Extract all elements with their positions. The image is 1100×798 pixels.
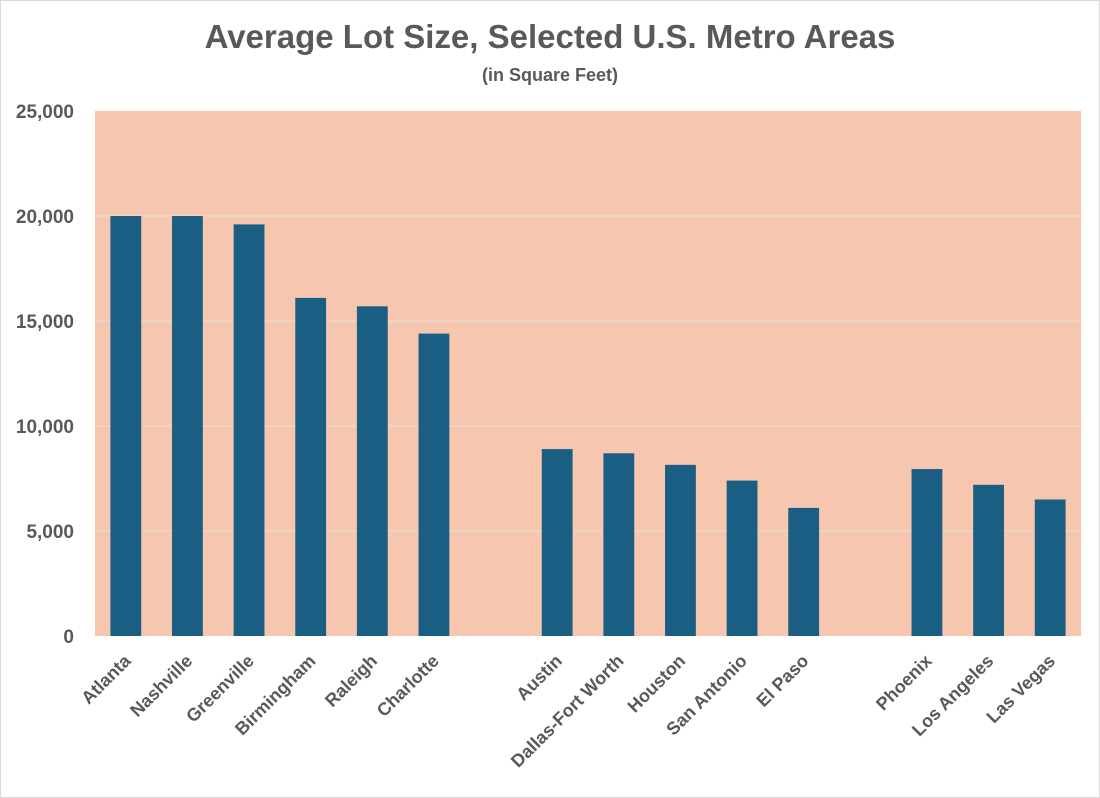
bar	[233, 224, 265, 636]
bar	[1034, 499, 1066, 636]
y-tick-label: 25,000	[16, 102, 74, 123]
chart-title: Average Lot Size, Selected U.S. Metro Ar…	[204, 18, 896, 55]
bar	[726, 480, 758, 636]
bar	[418, 333, 450, 636]
x-category-label: Charlotte	[373, 651, 443, 721]
x-category-label: El Paso	[752, 651, 812, 711]
bar	[603, 453, 635, 636]
x-category-label: Houston	[624, 651, 690, 717]
x-category-label: Dallas-Fort Worth	[507, 651, 628, 772]
y-axis-tick-labels: 0 5,000 10,000 15,000 20,000 25,000	[16, 102, 74, 648]
bar	[665, 464, 696, 636]
y-tick-label: 15,000	[16, 312, 74, 333]
y-tick-label: 10,000	[16, 417, 74, 438]
y-tick-label: 5,000	[26, 522, 74, 543]
bar	[973, 484, 1004, 636]
bar	[110, 216, 142, 636]
y-tick-label: 0	[63, 627, 74, 648]
x-category-label: Atlanta	[77, 650, 135, 708]
x-category-label: Phoenix	[872, 651, 936, 715]
bars	[110, 216, 1066, 636]
bar	[788, 507, 820, 636]
bar	[356, 306, 388, 636]
x-category-label: Austin	[512, 651, 566, 705]
bar	[172, 216, 203, 636]
bar	[911, 469, 943, 636]
y-tick-label: 20,000	[16, 207, 74, 228]
chart-subtitle: (in Square Feet)	[481, 65, 619, 85]
bar	[295, 297, 327, 636]
x-category-label: Raleigh	[321, 651, 381, 711]
bar	[541, 449, 573, 636]
